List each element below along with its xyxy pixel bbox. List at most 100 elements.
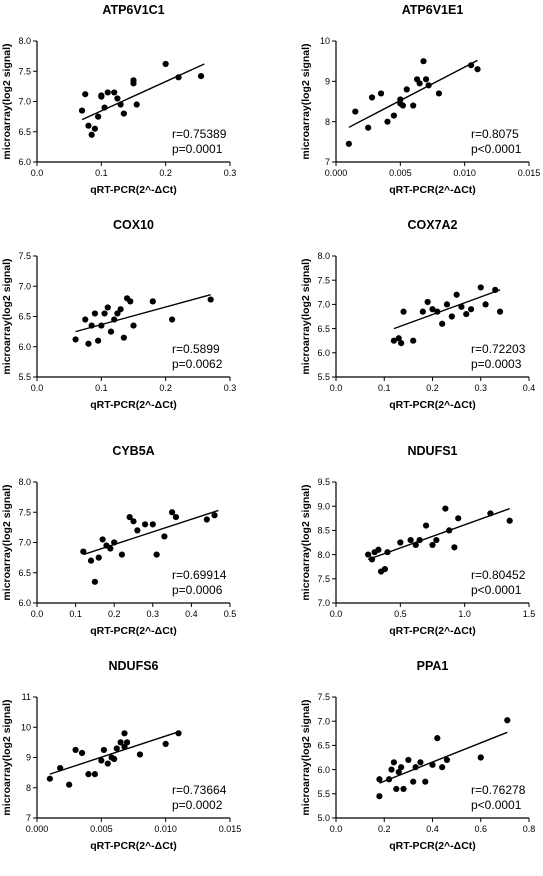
x-tick-label: 0.3 (224, 168, 237, 178)
panel-title: ATP6V1E1 (402, 3, 464, 17)
data-point (117, 101, 124, 108)
data-point (175, 74, 182, 81)
y-tick-label: 7.5 (317, 692, 330, 702)
panel-cox7a2: COX7A2 0.0 0.1 0.2 0.3 0.4 5.5 6.0 6.5 7.0 7.5 8.0 q… (300, 218, 535, 411)
data-point (121, 730, 128, 737)
panel-ndufs6: NDUFS6 0.000 0.005 0.010 0.015 7 8 9 10 11 qRT-PCR… (1, 659, 241, 852)
y-axis-label: microarray(log2 signal) (1, 258, 13, 374)
data-point (453, 291, 460, 298)
data-point (504, 717, 511, 724)
y-tick-label: 9.5 (317, 477, 330, 487)
x-tick-label: 0.5 (394, 609, 407, 619)
data-point (434, 735, 441, 742)
data-point (46, 775, 53, 782)
y-tick-label: 7 (26, 813, 31, 823)
data-point (117, 306, 124, 313)
data-point (197, 72, 205, 80)
data-point (429, 761, 436, 768)
y-tick-label: 5.5 (317, 789, 330, 799)
y-axis-label: microarray(log2 signal) (1, 43, 13, 159)
data-point (78, 749, 86, 757)
y-tick-label: 7.0 (317, 300, 330, 310)
y-axis-label: microarray(log2 signal) (300, 43, 312, 159)
data-point (424, 298, 431, 306)
data-point (120, 110, 127, 117)
p-value: p<0.0001 (471, 583, 522, 597)
data-point (416, 536, 423, 544)
p-value: p<0.0001 (471, 798, 522, 812)
panel-title: NDUFS6 (108, 659, 158, 673)
x-tick-label: 0.3 (474, 383, 487, 393)
data-point (376, 776, 383, 783)
data-point (169, 316, 176, 323)
data-point (388, 766, 395, 773)
r-value: r=0.8075 (471, 127, 519, 141)
y-tick-label: 10 (320, 36, 330, 46)
data-point (111, 755, 118, 763)
data-point (85, 122, 92, 129)
data-point (446, 527, 453, 534)
data-point (492, 286, 499, 293)
data-point (458, 303, 465, 310)
data-point (126, 513, 133, 521)
data-point (118, 551, 126, 558)
data-point (114, 95, 121, 102)
data-point (381, 566, 388, 573)
data-point (88, 322, 95, 329)
y-tick-label: 8.0 (18, 477, 31, 487)
y-tick-label: 10 (21, 722, 31, 732)
data-point (72, 336, 79, 343)
panel-cyb5a: CYB5A 0.0 0.1 0.2 0.3 0.4 0.5 6.0 6.5 7.0 7.5 8.0 qR… (1, 444, 236, 637)
regression-line (75, 294, 211, 333)
y-tick-label: 6.0 (317, 348, 330, 358)
data-point (412, 764, 419, 771)
x-axis-label: qRT-PCR(2^-ΔCt) (90, 840, 177, 852)
x-tick-label: 0.2 (378, 824, 391, 834)
data-point (127, 298, 134, 305)
data-point (448, 313, 455, 320)
y-tick-label: 7.5 (317, 574, 330, 584)
x-tick-label: 0.015 (518, 168, 541, 178)
data-point (376, 793, 383, 800)
data-point (410, 337, 417, 344)
x-axis-label: qRT-PCR(2^-ΔCt) (389, 840, 476, 852)
data-point (91, 310, 98, 317)
x-tick-label: 1.5 (523, 609, 536, 619)
y-tick-label: 5.5 (317, 372, 330, 382)
data-point (422, 778, 429, 785)
data-point (104, 304, 111, 311)
data-point (100, 746, 108, 754)
data-point (172, 513, 180, 521)
regression-line (393, 289, 501, 330)
data-point (443, 301, 451, 308)
y-tick-label: 7.5 (317, 275, 330, 285)
x-tick-label: 0.2 (108, 609, 121, 619)
data-point (377, 90, 385, 97)
data-point (403, 86, 410, 93)
data-point (107, 545, 114, 552)
data-point (433, 536, 440, 544)
x-tick-label: 0.1 (378, 383, 391, 393)
x-tick-label: 0.8 (523, 824, 536, 834)
data-point (398, 764, 405, 771)
data-point (400, 308, 407, 315)
data-point (390, 759, 397, 766)
x-tick-label: 0.005 (389, 168, 412, 178)
data-point (365, 124, 372, 131)
data-point (141, 521, 149, 528)
y-tick-label: 7.0 (317, 598, 330, 608)
data-point (161, 533, 168, 540)
y-tick-label: 6.0 (18, 598, 31, 608)
data-point (442, 505, 449, 512)
y-tick-label: 6.0 (18, 342, 31, 352)
data-point (405, 756, 412, 764)
data-point (207, 296, 214, 303)
data-point (425, 82, 432, 89)
data-point (99, 536, 106, 543)
data-point (175, 730, 182, 737)
y-tick-label: 8.5 (317, 526, 330, 536)
x-axis-label: qRT-PCR(2^-ΔCt) (389, 184, 476, 196)
data-point (85, 771, 92, 778)
x-tick-label: 0.0 (330, 383, 343, 393)
x-tick-label: 0.2 (159, 168, 172, 178)
